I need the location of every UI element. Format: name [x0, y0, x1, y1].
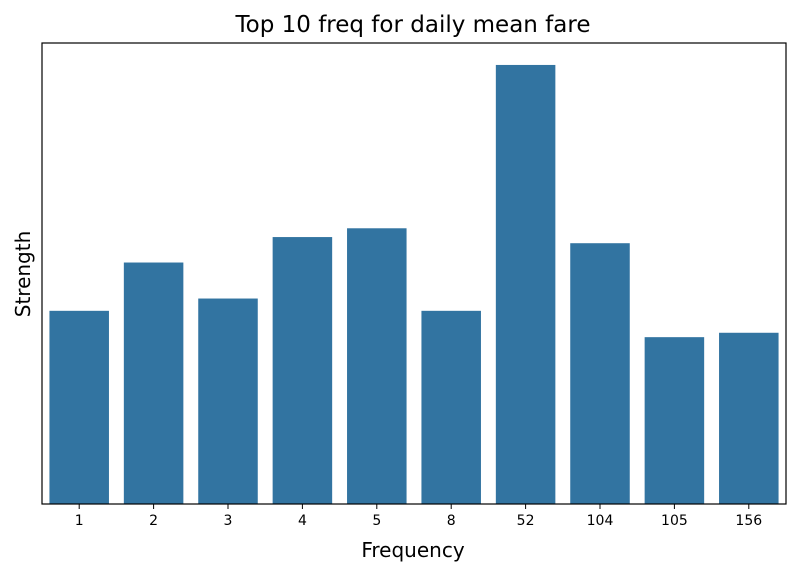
bar-156: [719, 332, 779, 504]
y-axis-label: Strength: [11, 231, 35, 318]
bar-1: [49, 310, 109, 504]
x-tick-label-3: 3: [224, 513, 233, 529]
x-tick-label-156: 156: [735, 513, 762, 529]
chart-title: Top 10 freq for daily mean fare: [235, 12, 591, 38]
x-tick-label-8: 8: [447, 513, 456, 529]
bar-8: [421, 310, 481, 504]
bar-2: [123, 262, 184, 504]
x-tick-label-105: 105: [661, 513, 688, 529]
x-tick-label-104: 104: [587, 513, 614, 529]
bar-104: [570, 243, 630, 504]
bars-group: [49, 64, 779, 504]
x-ticks-group: 1 2 3 4 5 8 52 104 105 156: [75, 504, 762, 529]
x-axis-label: Frequency: [361, 538, 464, 562]
x-tick-label-5: 5: [372, 513, 381, 529]
x-tick-label-1: 1: [75, 513, 84, 529]
plot-frame: [41, 42, 787, 505]
bar-3: [198, 298, 258, 504]
bar-52: [495, 64, 556, 504]
x-tick-label-2: 2: [149, 513, 158, 529]
bar-105: [644, 337, 705, 504]
bar-4: [272, 237, 333, 504]
bar-5: [347, 228, 407, 504]
x-tick-label-52: 52: [517, 513, 535, 529]
x-tick-label-4: 4: [298, 513, 307, 529]
